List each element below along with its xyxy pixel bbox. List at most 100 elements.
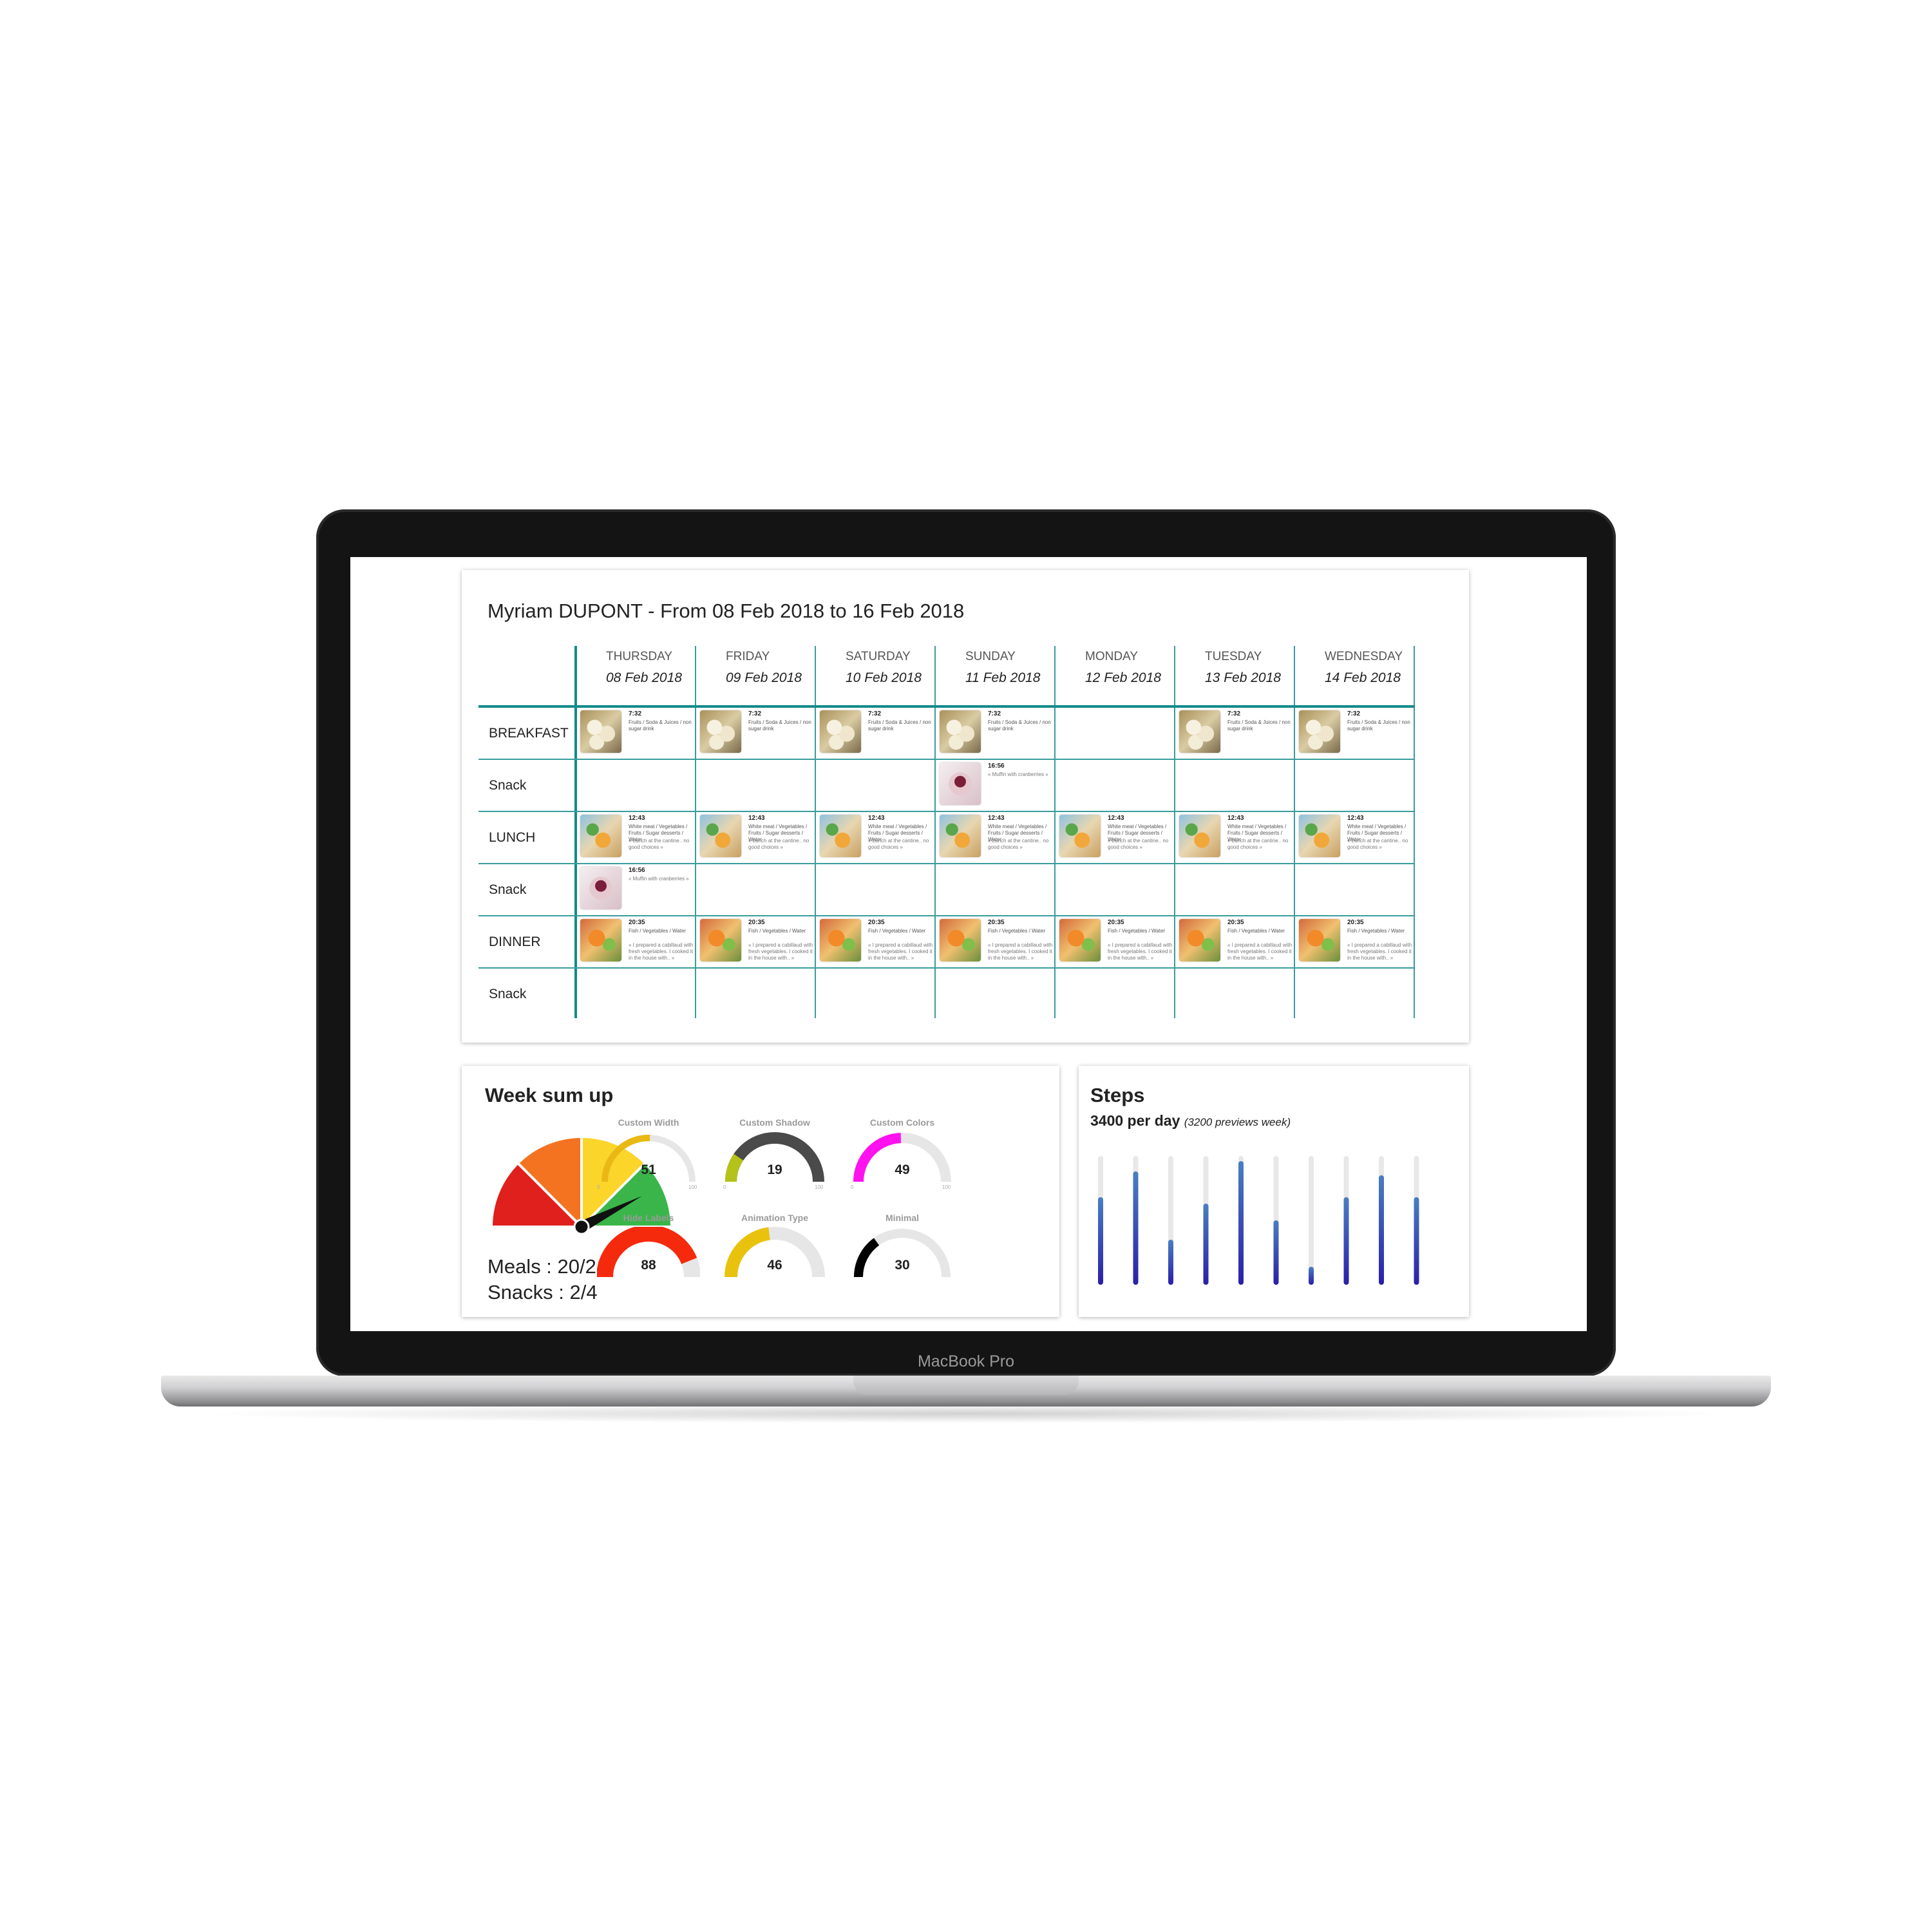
gauge-max: 100: [815, 1184, 824, 1190]
meal-category: White meat / Vegetables / Fruits / Sugar…: [1347, 824, 1406, 842]
meal-note: « I prepared a cabillaud with fresh vege…: [1347, 942, 1412, 961]
lunch-photo: [580, 815, 621, 857]
meal-time: 7:32: [629, 710, 642, 717]
gauge-arc: [853, 1133, 951, 1182]
gauge-arc: [854, 1229, 951, 1278]
muffin-photo: [940, 762, 981, 805]
steps-bar: [1133, 1171, 1139, 1285]
grid-hline: [478, 967, 1415, 969]
gauge-min: 0: [851, 1184, 854, 1190]
laptop-shadow: [193, 1404, 1739, 1423]
day-date: 13 Feb 2018: [1205, 670, 1281, 685]
day-name: FRIDAY: [726, 650, 770, 663]
grid-vline: [1054, 646, 1056, 1018]
steps-bar: [1238, 1161, 1244, 1285]
gauge-value: 88: [641, 1258, 656, 1273]
meal-time: 12:43: [988, 815, 1005, 822]
meal-category: Fish / Vegetables / Water: [868, 928, 926, 934]
meal-note: « Lunch at the cantine.. no good choices…: [748, 838, 810, 850]
steps-bar-track: [1309, 1156, 1314, 1285]
week-sum-up-card: Week sum up Meals : 20/21 Snacks : 2/4 C…: [462, 1066, 1059, 1317]
gauge-fill: [725, 1153, 744, 1182]
lunch-photo: [1179, 815, 1220, 857]
laptop-notch: [853, 1376, 1079, 1395]
meal-entry[interactable]: 7:32 Fruits / Soda & Juices / non sugar d…: [820, 710, 936, 757]
meal-note: « Lunch at the cantine.. no good choices…: [1227, 838, 1289, 850]
meal-time: 20:35: [868, 919, 885, 926]
meal-entry[interactable]: 12:43 White meat / Vegetables / Fruits / …: [940, 815, 1056, 861]
gauge-value: 51: [641, 1162, 656, 1177]
gauge-value: 30: [895, 1258, 910, 1273]
meal-entry[interactable]: 12:43 White meat / Vegetables / Fruits / …: [1299, 815, 1415, 861]
meal-category: Fruits / Soda & Juices / non sugar drink: [629, 719, 692, 732]
meal-entry[interactable]: 12:43 White meat / Vegetables / Fruits / …: [700, 815, 816, 861]
day-date: 12 Feb 2018: [1085, 670, 1161, 685]
gauge-fill: [601, 1135, 650, 1182]
bread-photo: [1179, 710, 1220, 753]
dinner-photo: [1299, 919, 1340, 961]
day-date: 14 Feb 2018: [1325, 670, 1401, 685]
row-label: Snack: [489, 882, 527, 897]
meal-note: « I prepared a cabillaud with fresh vege…: [1108, 942, 1173, 961]
meal-entry[interactable]: 7:32 Fruits / Soda & Juices / non sugar d…: [700, 710, 816, 757]
meal-note: « I prepared a cabillaud with fresh vege…: [1227, 942, 1293, 961]
grid-vline: [1174, 646, 1175, 1018]
meal-category: Fruits / Soda & Juices / non sugar drink: [868, 719, 931, 732]
meal-entry[interactable]: 16:56 « Muffin with cranberries »: [940, 762, 1056, 809]
gauge-label: Animation Type: [741, 1213, 808, 1223]
meal-category: White meat / Vegetables / Fruits / Sugar…: [988, 824, 1047, 842]
day-name: SUNDAY: [965, 650, 1016, 663]
meal-time: 7:32: [1227, 710, 1241, 717]
meal-entry[interactable]: 12:43 White meat / Vegetables / Fruits / …: [1179, 815, 1295, 861]
steps-bar: [1203, 1204, 1209, 1285]
meal-entry[interactable]: 7:32 Fruits / Soda & Juices / non sugar d…: [580, 710, 696, 757]
dinner-photo: [940, 919, 981, 961]
meal-entry[interactable]: 20:35 Fish / Vegetables / Water « I prepar…: [580, 919, 696, 965]
meal-entry[interactable]: 7:32 Fruits / Soda & Juices / non sugar d…: [940, 710, 1056, 757]
meal-note: « Lunch at the cantine.. no good choices…: [868, 838, 929, 850]
steps-bar: [1168, 1240, 1173, 1285]
grid-hline: [478, 863, 1415, 864]
meal-entry[interactable]: 20:35 Fish / Vegetables / Water « I prepar…: [700, 919, 816, 965]
grid-vline: [815, 646, 816, 1018]
meal-time: 12:43: [1108, 815, 1124, 822]
week-sum-up-title: Week sum up: [485, 1084, 614, 1106]
meal-time: 16:56: [988, 762, 1005, 770]
row-label: BREAKFAST: [489, 726, 569, 741]
meal-category: Fish / Vegetables / Water: [629, 928, 687, 934]
gauge-label: Custom Colors: [869, 1117, 935, 1128]
gauge-label: Custom Shadow: [739, 1117, 810, 1128]
meal-entry[interactable]: 20:35 Fish / Vegetables / Water « I prepar…: [940, 919, 1056, 965]
meal-category: Fruits / Soda & Juices / non sugar drink: [748, 719, 811, 732]
meal-entry[interactable]: 20:35 Fish / Vegetables / Water « I prepar…: [1059, 919, 1175, 965]
meal-category: White meat / Vegetables / Fruits / Sugar…: [629, 824, 688, 842]
meal-note: « Lunch at the cantine.. no good choices…: [1347, 838, 1408, 850]
meal-time: 7:32: [988, 710, 1001, 717]
meal-entry[interactable]: 16:56 « Muffin with cranberries »: [580, 867, 696, 913]
meal-entry[interactable]: 7:32 Fruits / Soda & Juices / non sugar d…: [1179, 710, 1295, 757]
meal-time: 20:35: [1347, 919, 1364, 926]
gauge-min: 0: [723, 1184, 726, 1190]
speedometer-gauge: [489, 1135, 674, 1235]
meal-entry[interactable]: 20:35 Fish / Vegetables / Water « I prepar…: [820, 919, 936, 965]
lunch-photo: [1059, 815, 1101, 857]
grid-vline: [1414, 646, 1415, 1018]
meal-entry[interactable]: 12:43 White meat / Vegetables / Fruits / …: [580, 815, 696, 861]
gauge-arc: [597, 1227, 700, 1278]
dinner-photo: [1179, 919, 1220, 961]
steps-note: (3200 previews week): [1184, 1116, 1291, 1128]
meal-entry[interactable]: 12:43 White meat / Vegetables / Fruits / …: [1059, 815, 1175, 861]
meal-note: « I prepared a cabillaud with fresh vege…: [748, 942, 813, 961]
steps-bar: [1098, 1197, 1103, 1285]
meal-entry[interactable]: 20:35 Fish / Vegetables / Water « I prepar…: [1299, 919, 1415, 965]
grid-vline: [934, 646, 936, 1018]
meal-entry[interactable]: 20:35 Fish / Vegetables / Water « I prepar…: [1179, 919, 1295, 965]
meal-entry[interactable]: 7:32 Fruits / Soda & Juices / non sugar d…: [1299, 710, 1415, 757]
gauge-max: 100: [688, 1184, 697, 1190]
day-name: TUESDAY: [1205, 650, 1262, 663]
day-name: MONDAY: [1085, 650, 1138, 663]
meal-time: 12:43: [1347, 815, 1364, 822]
speedometer-segment: [580, 1135, 647, 1230]
meal-entry[interactable]: 12:43 White meat / Vegetables / Fruits / …: [820, 815, 936, 861]
gauge-label: Minimal: [885, 1213, 920, 1223]
